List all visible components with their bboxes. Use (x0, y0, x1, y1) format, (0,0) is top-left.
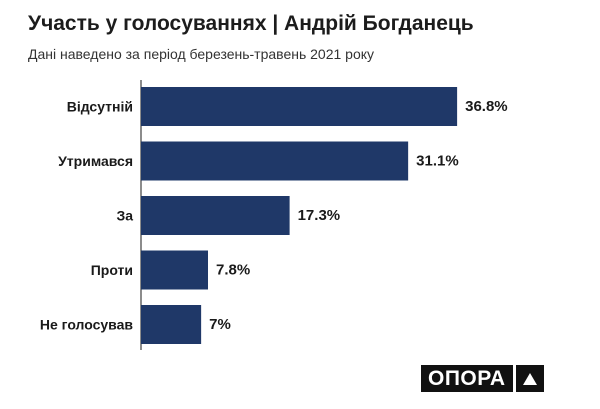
logo-text: ОПОРА (421, 365, 513, 392)
value-label-2: 17.3% (298, 207, 341, 224)
logo-triangle-icon (515, 365, 544, 392)
category-label-2: За (116, 208, 133, 224)
value-label-4: 7% (209, 316, 231, 333)
chart-subtitle: Дані наведено за період березень-травень… (28, 46, 375, 62)
bar-4 (141, 305, 202, 344)
opora-logo: ОПОРА (421, 365, 544, 392)
category-label-3: Проти (91, 262, 133, 278)
bar-1 (141, 141, 409, 181)
value-label-3: 7.8% (216, 262, 250, 279)
value-label-0: 36.8% (465, 98, 508, 115)
category-label-0: Відсутній (67, 99, 133, 115)
category-label-1: Утримався (58, 153, 133, 169)
chart-title: Участь у голосуваннях | Андрій Богданець (28, 12, 474, 35)
bar-0 (141, 87, 458, 126)
value-label-1: 31.1% (416, 153, 459, 170)
bar-2 (141, 196, 290, 235)
bar-3 (141, 250, 209, 290)
category-label-4: Не голосував (40, 317, 133, 333)
